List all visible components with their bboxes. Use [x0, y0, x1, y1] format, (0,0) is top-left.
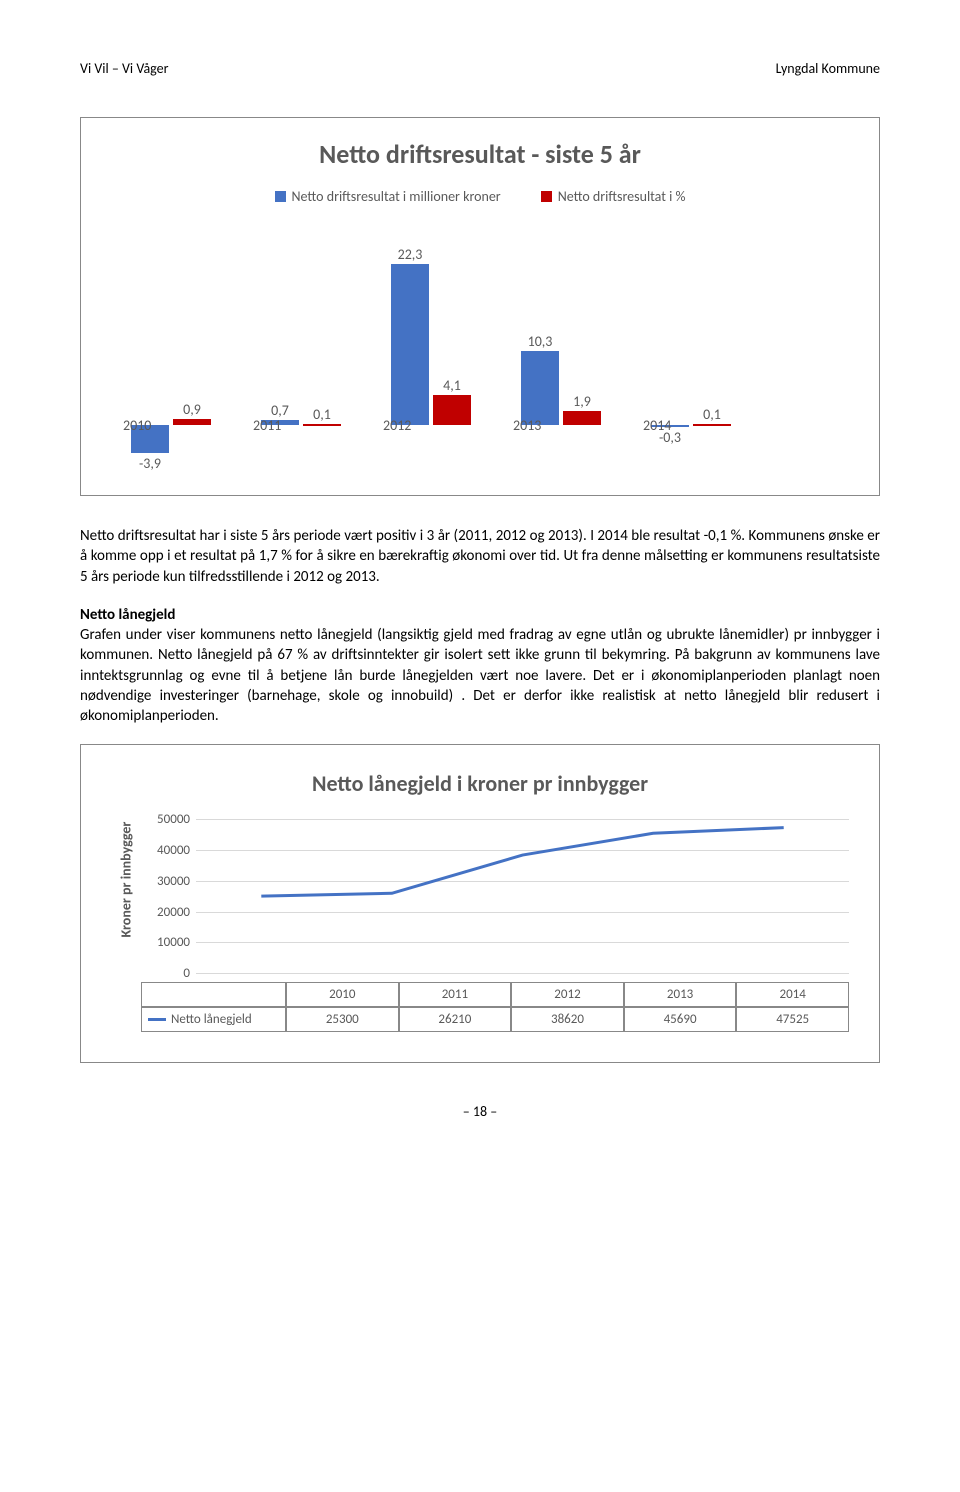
- legend-item-mk: Netto driftsresultat i millioner kroner: [275, 188, 501, 205]
- legend-label-mk: Netto driftsresultat i millioner kroner: [292, 188, 501, 205]
- chart2-table-value: 47525: [736, 1007, 849, 1032]
- legend-swatch-mk: [275, 191, 286, 202]
- chart2-series-swatch: [148, 1018, 166, 1021]
- bar-pct: [433, 395, 471, 425]
- chart2-ytick-label: 0: [141, 966, 196, 981]
- chart2-table-value: 45690: [624, 1007, 737, 1032]
- chart2-table-year: 2013: [624, 982, 737, 1007]
- chart1-legend: Netto driftsresultat i millioner kroner …: [101, 188, 859, 205]
- bar-mk: [521, 351, 559, 425]
- chart2-table-value: 25300: [286, 1007, 399, 1032]
- bar-year-label: 2013: [513, 417, 541, 434]
- chart2-data-table: 20102011201220132014 Netto lånegjeld 25300…: [141, 982, 849, 1032]
- chart2-series-label: Netto lånegjeld: [171, 1012, 252, 1027]
- chart2-ytick-label: 20000: [141, 905, 196, 920]
- chart2-table-value: 26210: [399, 1007, 512, 1032]
- chart1-title: Netto driftsresultat - siste 5 år: [101, 138, 859, 170]
- paragraph-2: Grafen under viser kommunens netto låneg…: [80, 626, 880, 725]
- chart1-plot: -3,90,920100,70,1201122,34,1201210,31,92…: [101, 215, 859, 465]
- bar-pct-label: 0,1: [693, 406, 731, 423]
- chart2-ytick-label: 40000: [141, 843, 196, 858]
- chart2-ylabel: Kroner pr innbygger: [118, 907, 135, 937]
- bar-pct-label: 1,9: [563, 393, 601, 410]
- bar-year-label: 2012: [383, 417, 411, 434]
- bar-pct-label: 0,1: [303, 406, 341, 423]
- legend-swatch-pct: [541, 191, 552, 202]
- page-header: Vi Vil – Vi Våger Lyngdal Kommune: [80, 60, 880, 77]
- bar-mk-label: 22,3: [391, 246, 429, 263]
- chart2-ytick-label: 10000: [141, 935, 196, 950]
- section-netto-lanegjeld: Netto lånegjeld Grafen under viser kommu…: [80, 605, 880, 727]
- chart2-table-year: 2010: [286, 982, 399, 1007]
- bar-pct: [173, 419, 211, 425]
- chart2-line: [196, 812, 849, 982]
- bar-pct-label: 4,1: [433, 377, 471, 394]
- section2-heading: Netto lånegjeld: [80, 606, 175, 624]
- page-number: – 18 –: [80, 1103, 880, 1120]
- chart2-table-header: 20102011201220132014: [141, 982, 849, 1007]
- chart2-table-corner: [141, 982, 286, 1007]
- chart2-table-value: 38620: [511, 1007, 624, 1032]
- chart2-table-year: 2011: [399, 982, 512, 1007]
- chart-netto-lanegjeld: Netto lånegjeld i kroner pr innbygger Kr…: [80, 744, 880, 1063]
- bar-mk-label: -3,9: [131, 455, 169, 472]
- bar-pct: [693, 424, 731, 426]
- chart-netto-driftsresultat: Netto driftsresultat - siste 5 år Netto …: [80, 117, 880, 496]
- bar-pct: [303, 424, 341, 426]
- header-right: Lyngdal Kommune: [776, 60, 880, 77]
- chart2-table-year: 2012: [511, 982, 624, 1007]
- legend-label-pct: Netto driftsresultat i %: [558, 188, 686, 205]
- chart2-ytick-label: 30000: [141, 874, 196, 889]
- chart2-table-row: Netto lånegjeld 2530026210386204569047525: [141, 1007, 849, 1032]
- bar-year-label: 2010: [123, 417, 151, 434]
- chart2-series-label-cell: Netto lånegjeld: [141, 1007, 286, 1032]
- legend-item-pct: Netto driftsresultat i %: [541, 188, 686, 205]
- chart2-title: Netto lånegjeld i kroner pr innbygger: [101, 770, 859, 797]
- bar-pct-label: 0,9: [173, 401, 211, 418]
- chart2-table-year: 2014: [736, 982, 849, 1007]
- paragraph-1: Netto driftsresultat har i siste 5 års p…: [80, 526, 880, 587]
- bar-pct: [563, 411, 601, 425]
- chart2-plot: 50000 40000 30000 20000 10000 0: [141, 812, 849, 982]
- chart2-ytick-label: 50000: [141, 812, 196, 827]
- header-left: Vi Vil – Vi Våger: [80, 60, 169, 77]
- bar-mk-label: 10,3: [521, 333, 559, 350]
- bar-year-label: 2014: [643, 417, 671, 434]
- bar-year-label: 2011: [253, 417, 281, 434]
- bar-mk: [391, 264, 429, 425]
